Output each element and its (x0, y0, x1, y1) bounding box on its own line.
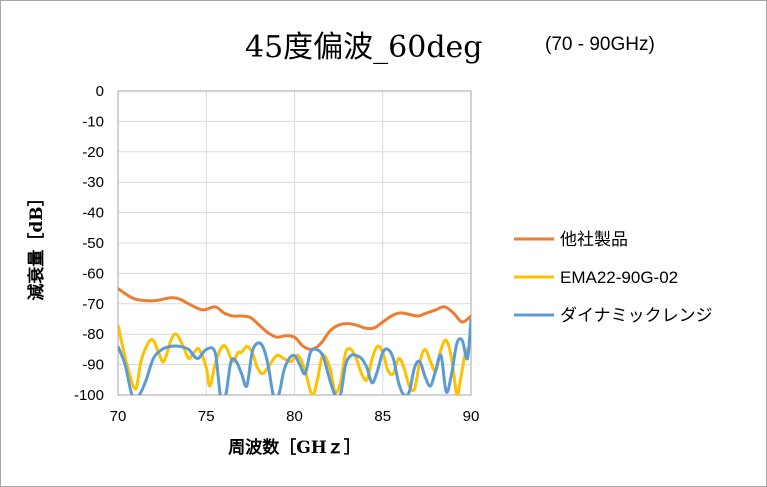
y-tick-labels: 0 -10 -20 -30 -40 -50 -60 -70 -80 -90 -100 (74, 83, 104, 404)
y-tick-label: -40 (82, 205, 104, 222)
y-tick-label: -20 (82, 144, 104, 161)
y-tick-label: -30 (82, 174, 104, 191)
x-tick-label: 80 (286, 408, 303, 425)
x-tick-labels: 70 75 80 85 90 (110, 408, 480, 425)
y-tick-label: -100 (74, 387, 104, 404)
x-tick-label: 70 (110, 408, 127, 425)
y-tick-label: -50 (82, 235, 104, 252)
chart-title: 45度偏波_60deg (245, 30, 483, 65)
legend: 他社製品 EMA22-90G-02 ダイナミックレンジ (514, 230, 713, 325)
legend-label-3: ダイナミックレンジ (560, 306, 713, 325)
x-tick-label: 85 (374, 408, 391, 425)
x-axis-title: 周波数［GHｚ］ (228, 437, 361, 458)
series-lines (118, 287, 471, 395)
y-tick-label: -90 (82, 357, 104, 374)
series-line-3 (118, 318, 471, 395)
plot-border (117, 90, 472, 396)
legend-label-1: 他社製品 (560, 230, 628, 249)
y-tick-label: -60 (82, 265, 104, 282)
grid-lines (117, 90, 472, 396)
y-tick-label: -70 (82, 296, 104, 313)
y-tick-label: -80 (82, 326, 104, 343)
chart-subtitle: (70 - 90GHz) (545, 34, 655, 55)
y-tick-label: -10 (82, 113, 104, 130)
series-line-2 (118, 324, 471, 395)
legend-label-2: EMA22-90G-02 (560, 268, 678, 287)
x-tick-label: 75 (198, 408, 215, 425)
y-tick-label: 0 (96, 83, 104, 100)
x-tick-label: 90 (463, 408, 480, 425)
series-line-1 (118, 287, 471, 351)
y-axis-title: 減衰量［dB］ (26, 189, 47, 300)
